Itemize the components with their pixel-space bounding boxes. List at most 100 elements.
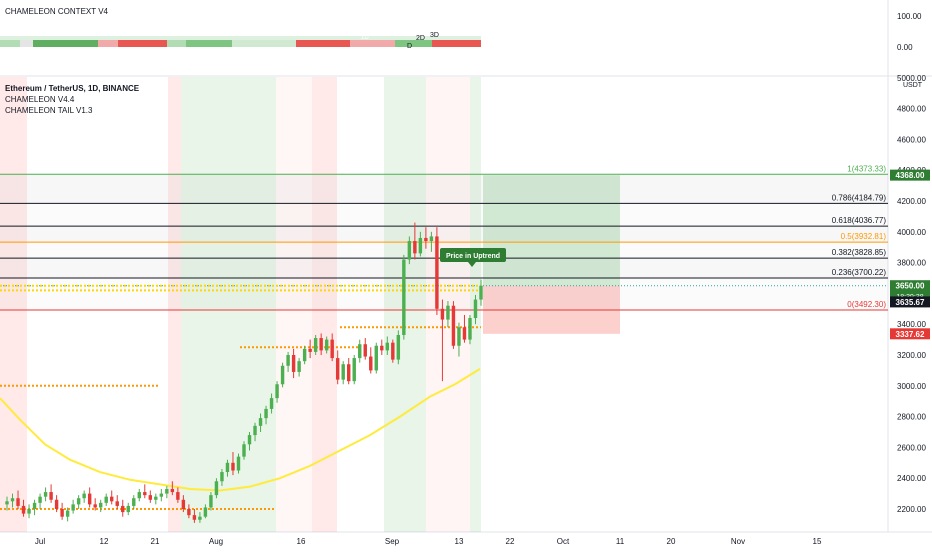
price-axis-tick: 4000.00 [897,228,926,237]
fib-level-label: 0(3492.30) [847,300,886,309]
candle-body [65,510,70,517]
price-axis-tick: 2800.00 [897,413,926,422]
price-axis-tick: 2200.00 [897,505,926,514]
candle-body [225,462,230,473]
price-badge [890,169,930,181]
time-axis-tick: 20 [667,537,676,546]
candle-body [462,327,467,340]
regime-zone [168,77,181,532]
candle-body [159,493,164,497]
candle-body [203,507,208,517]
candle-body [407,241,412,260]
candle-body [324,339,329,351]
candle-body [319,338,323,351]
candle-body [231,462,235,471]
price-badge-value: 3635.67 [896,298,925,307]
candle-body [220,472,224,482]
candle-body [347,364,351,382]
candle-body [181,499,186,509]
regime-zone [276,77,312,532]
candle-body [446,305,450,320]
candle-body [43,492,48,497]
context-bar-segment [118,40,167,47]
position-target-zone [483,175,620,286]
candle-body [76,498,81,505]
price-axis-tick: 4600.00 [897,135,926,144]
regime-zone [181,77,276,532]
price-axis-tick: 3400.00 [897,320,926,329]
fib-level-label: 1(4373.33) [847,164,886,173]
candle-body [148,495,153,500]
candle-body [87,493,92,505]
candle-body [457,327,461,346]
candle-body [54,499,59,509]
candle-body [38,496,42,503]
candle-body [236,456,241,471]
candle-body [176,492,180,500]
context-tf-label: 1D [361,35,369,41]
price-axis-tick: 3000.00 [897,382,926,391]
candle-body [286,355,290,366]
candle-body [115,501,119,506]
moving-average-line [0,368,481,492]
candle-body [253,425,257,436]
context-bar-segment [232,40,296,47]
time-axis-tick: 12 [100,537,109,546]
time-axis-tick: 11 [616,537,625,546]
candle-body [435,236,439,309]
candle-body [280,365,285,385]
context-bar-segment [0,40,20,47]
candle-body [71,504,75,511]
indicator-legend-chameleon[interactable]: CHAMELEON V4.4 [5,95,75,104]
candle-body [451,305,456,346]
candle-body [424,237,428,242]
candle-body [209,495,213,508]
context-bar-segment [296,40,350,47]
price-axis-tick: 3200.00 [897,351,926,360]
candle-body [380,345,384,351]
trend-label-bg [440,248,506,262]
candle-body [137,492,141,499]
candle-body [93,504,97,508]
indicator-pane-title: CHAMELEON CONTEXT V4 [5,7,108,16]
candle-body [143,492,147,496]
trend-label-pointer [468,262,476,267]
candle-body [258,418,263,426]
candle-body [313,338,318,352]
price-axis-tick: 5000.00 [897,74,926,83]
candle-body [49,492,53,500]
candle-body [165,488,169,494]
candle-body [308,348,312,352]
candle-body [132,498,136,506]
time-axis-tick: 13 [455,537,464,546]
candle-body [98,502,103,508]
candle-body [82,493,86,499]
price-axis-tick: 3800.00 [897,259,926,268]
context-bar-segment [33,40,98,47]
candle-body [391,342,395,360]
price-axis-tick: 2600.00 [897,443,926,452]
candle-body [440,308,445,320]
price-badge [890,328,930,340]
candle-body [330,339,334,359]
context-bar-segment [350,40,395,47]
fib-level-label: 0.786(4184.79) [832,193,887,202]
price-axis-tick: 4200.00 [897,197,926,206]
candle-body [214,481,219,496]
price-badge-value: 4368.00 [896,171,925,180]
candle-body [468,318,472,340]
context-tf-label: 3D [430,32,439,39]
candle-body [170,488,175,493]
indicator-legend-chameleon-tail[interactable]: CHAMELEON TAIL V1.3 [5,106,93,115]
price-axis-unit: USDT [903,82,923,89]
candle-body [358,344,362,359]
regime-zone [0,77,27,532]
fib-level-label: 0.618(4036.77) [832,216,887,225]
context-tf-label: D [407,43,412,50]
symbol-legend[interactable]: Ethereum / TetherUS, 1D, BINANCE [5,84,140,93]
candle-body [154,496,158,500]
price-badge [890,296,930,308]
candle-body [479,285,483,300]
